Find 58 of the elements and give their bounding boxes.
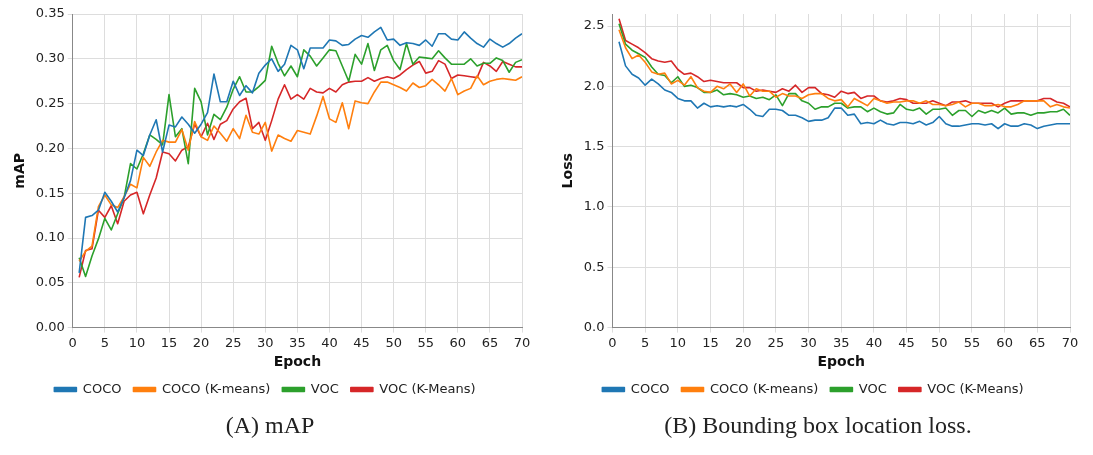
x-tick-label: 0 [608, 334, 617, 350]
x-tick-label: 55 [417, 334, 434, 350]
x-tick-label: 40 [865, 334, 883, 350]
legend-label: VOC [858, 380, 887, 396]
legend-label: COCO (K-means) [709, 380, 819, 396]
x-tick-label: 50 [931, 334, 948, 350]
legend-label: VOC [310, 380, 339, 396]
x-tick-label: 60 [449, 334, 467, 350]
legend-label: VOC (K-Means) [379, 380, 476, 396]
x-tick-label: 70 [513, 334, 531, 350]
legend-label: COCO (K-means) [161, 380, 271, 396]
x-tick-label: 15 [702, 334, 719, 350]
x-tick-label: 0 [68, 334, 77, 350]
y-tick-label: 0.20 [35, 139, 65, 155]
x-tick-label: 65 [481, 334, 499, 350]
text: (A) mAP [224, 412, 316, 439]
x-tick-label: 50 [385, 334, 402, 350]
x-tick-label: 20 [192, 334, 210, 350]
y-tick-label: 1.0 [583, 198, 605, 214]
x-tick-label: 60 [996, 334, 1013, 350]
x-tick-label: 70 [1061, 334, 1079, 350]
y-tick-label: 0.15 [35, 184, 65, 200]
x-tick-label: 10 [128, 334, 146, 350]
y-tick-label: 2.5 [583, 17, 605, 33]
x-axis-title: Epoch [817, 353, 865, 370]
legend-label: COCO [82, 380, 122, 396]
x-tick-label: 65 [1029, 334, 1046, 350]
y-tick-label: 0.35 [35, 5, 65, 21]
text: (B) Bounding box location loss. [663, 412, 973, 439]
y-axis-title: mAP [11, 152, 28, 189]
legend-label: VOC (K-Means) [927, 380, 1024, 396]
y-axis-title: Loss [559, 153, 576, 189]
y-tick-label: 0.00 [35, 318, 65, 334]
x-tick-label: 25 [224, 334, 242, 350]
x-tick-label: 30 [800, 334, 817, 350]
x-tick-label: 40 [321, 334, 338, 350]
x-axis-title: Epoch [273, 353, 322, 370]
x-tick-label: 45 [353, 334, 370, 350]
x-tick-label: 35 [832, 334, 850, 350]
x-tick-label: 5 [641, 334, 650, 350]
y-tick-label: 0.30 [35, 50, 65, 66]
x-tick-label: 25 [767, 334, 785, 350]
y-tick-label: 2.0 [583, 77, 605, 93]
x-tick-label: 55 [963, 334, 981, 350]
y-tick-label: 1.5 [583, 138, 605, 154]
legend-label: COCO [630, 380, 670, 396]
x-tick-label: 30 [257, 334, 274, 350]
y-tick-label: 0.25 [35, 94, 65, 110]
y-tick-label: 0.5 [583, 258, 605, 274]
y-tick-label: 0.0 [583, 318, 605, 334]
y-tick-label: 0.10 [35, 229, 65, 245]
x-tick-label: 15 [160, 334, 178, 350]
x-tick-label: 10 [669, 334, 687, 350]
x-tick-label: 45 [898, 334, 915, 350]
x-tick-label: 35 [289, 334, 306, 350]
x-tick-label: 5 [100, 334, 109, 350]
x-tick-label: 20 [734, 334, 752, 350]
y-tick-label: 0.05 [35, 274, 65, 290]
